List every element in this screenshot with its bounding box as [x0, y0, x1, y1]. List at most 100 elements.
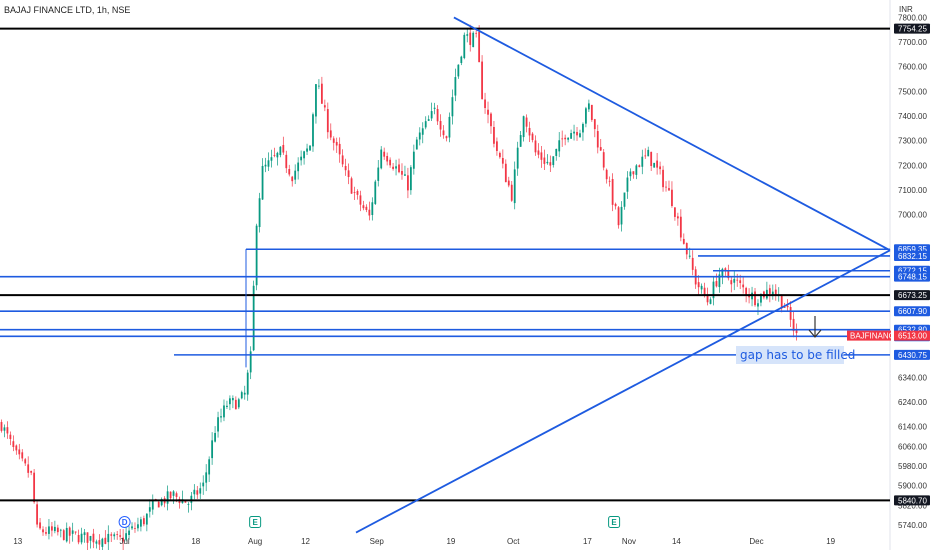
level-badge-label: 6430.75 [898, 351, 927, 360]
event-marker-label: E [252, 518, 258, 527]
candle-body [736, 279, 739, 281]
candle-body [727, 270, 730, 279]
candle-body [107, 533, 110, 543]
candle-body [484, 99, 486, 109]
candle [282, 136, 285, 155]
candle [33, 469, 36, 504]
candle-body [783, 307, 786, 308]
candle [303, 150, 305, 165]
candle [122, 529, 125, 550]
candle [51, 521, 53, 537]
candle [697, 275, 700, 296]
candle [383, 147, 386, 160]
candle [83, 529, 86, 543]
candle-body [323, 105, 326, 108]
candle [712, 275, 715, 306]
price-axis[interactable]: 5740.00 5820.00 5900.00 5980.00 6060.00 6140.… [898, 13, 927, 530]
candle-body [647, 149, 650, 157]
candle [475, 30, 478, 38]
candle-body [558, 140, 561, 152]
candle-body [92, 533, 95, 543]
candle [436, 105, 439, 126]
candle-body [748, 295, 750, 298]
candle-body [252, 285, 255, 351]
candle-body [95, 541, 98, 544]
candle [199, 482, 202, 500]
candle-body [291, 176, 294, 182]
candle [234, 396, 237, 410]
candle [451, 89, 454, 125]
candle-body [733, 278, 736, 283]
x-tick-label: Oct [507, 537, 520, 546]
x-tick-label: 18 [191, 537, 200, 546]
candle-body [525, 117, 528, 127]
candle [187, 502, 190, 513]
candle-body [74, 531, 77, 533]
candle [128, 526, 130, 540]
candle [507, 176, 510, 188]
candle-body [742, 284, 745, 288]
candle-body [356, 191, 359, 195]
candle [525, 114, 528, 133]
candle-body [184, 500, 187, 503]
candle [498, 151, 501, 159]
candle-body [0, 422, 3, 431]
candle [193, 484, 196, 500]
candle-body [80, 533, 83, 543]
candle-body [151, 501, 154, 510]
candle-body [457, 64, 460, 77]
candle [359, 190, 362, 212]
candle-body [229, 398, 231, 405]
candle-body [555, 148, 558, 156]
candle [107, 525, 110, 550]
candle-body [407, 175, 409, 191]
candle [237, 397, 240, 410]
candle [62, 528, 65, 541]
candle [214, 426, 216, 443]
dividend-marker-shape [118, 516, 131, 528]
candle [528, 121, 531, 142]
candle-body [329, 130, 332, 138]
candle [549, 155, 552, 172]
candle [484, 92, 486, 114]
candle-body [498, 152, 501, 158]
candle [309, 145, 311, 152]
candle [620, 201, 623, 232]
candle-body [531, 133, 534, 141]
candle [623, 192, 626, 210]
candle-body [368, 209, 371, 216]
candle [315, 84, 317, 124]
candle [30, 470, 33, 476]
time-axis[interactable]: 13 Jul 18 Aug 12 Sep 19 Oct 17 Nov 14 Dec 19 [13, 537, 835, 546]
candle-body [442, 130, 445, 136]
candle [504, 159, 507, 183]
candle-body [27, 464, 30, 473]
candle [430, 102, 433, 122]
candle [671, 181, 673, 208]
candle-body [596, 131, 599, 148]
candle [294, 164, 297, 185]
candle [662, 165, 664, 192]
candle [531, 132, 534, 143]
x-tick-label: Aug [248, 537, 262, 546]
candle-body [632, 171, 635, 175]
candle-body [691, 257, 694, 270]
candle-body [157, 501, 160, 508]
candle [792, 310, 795, 338]
candle-body [579, 133, 581, 138]
candle [261, 158, 264, 200]
candle [513, 161, 516, 210]
candle [730, 276, 733, 293]
symbol-badge [847, 330, 891, 341]
level-badge [894, 23, 930, 34]
candle [466, 28, 469, 43]
annotation-text: gap has to be filled [740, 348, 855, 362]
candle-body [421, 128, 424, 135]
candle-body [760, 293, 762, 303]
currency-label: INR [899, 5, 913, 14]
candle [205, 464, 208, 492]
candle [398, 158, 400, 174]
